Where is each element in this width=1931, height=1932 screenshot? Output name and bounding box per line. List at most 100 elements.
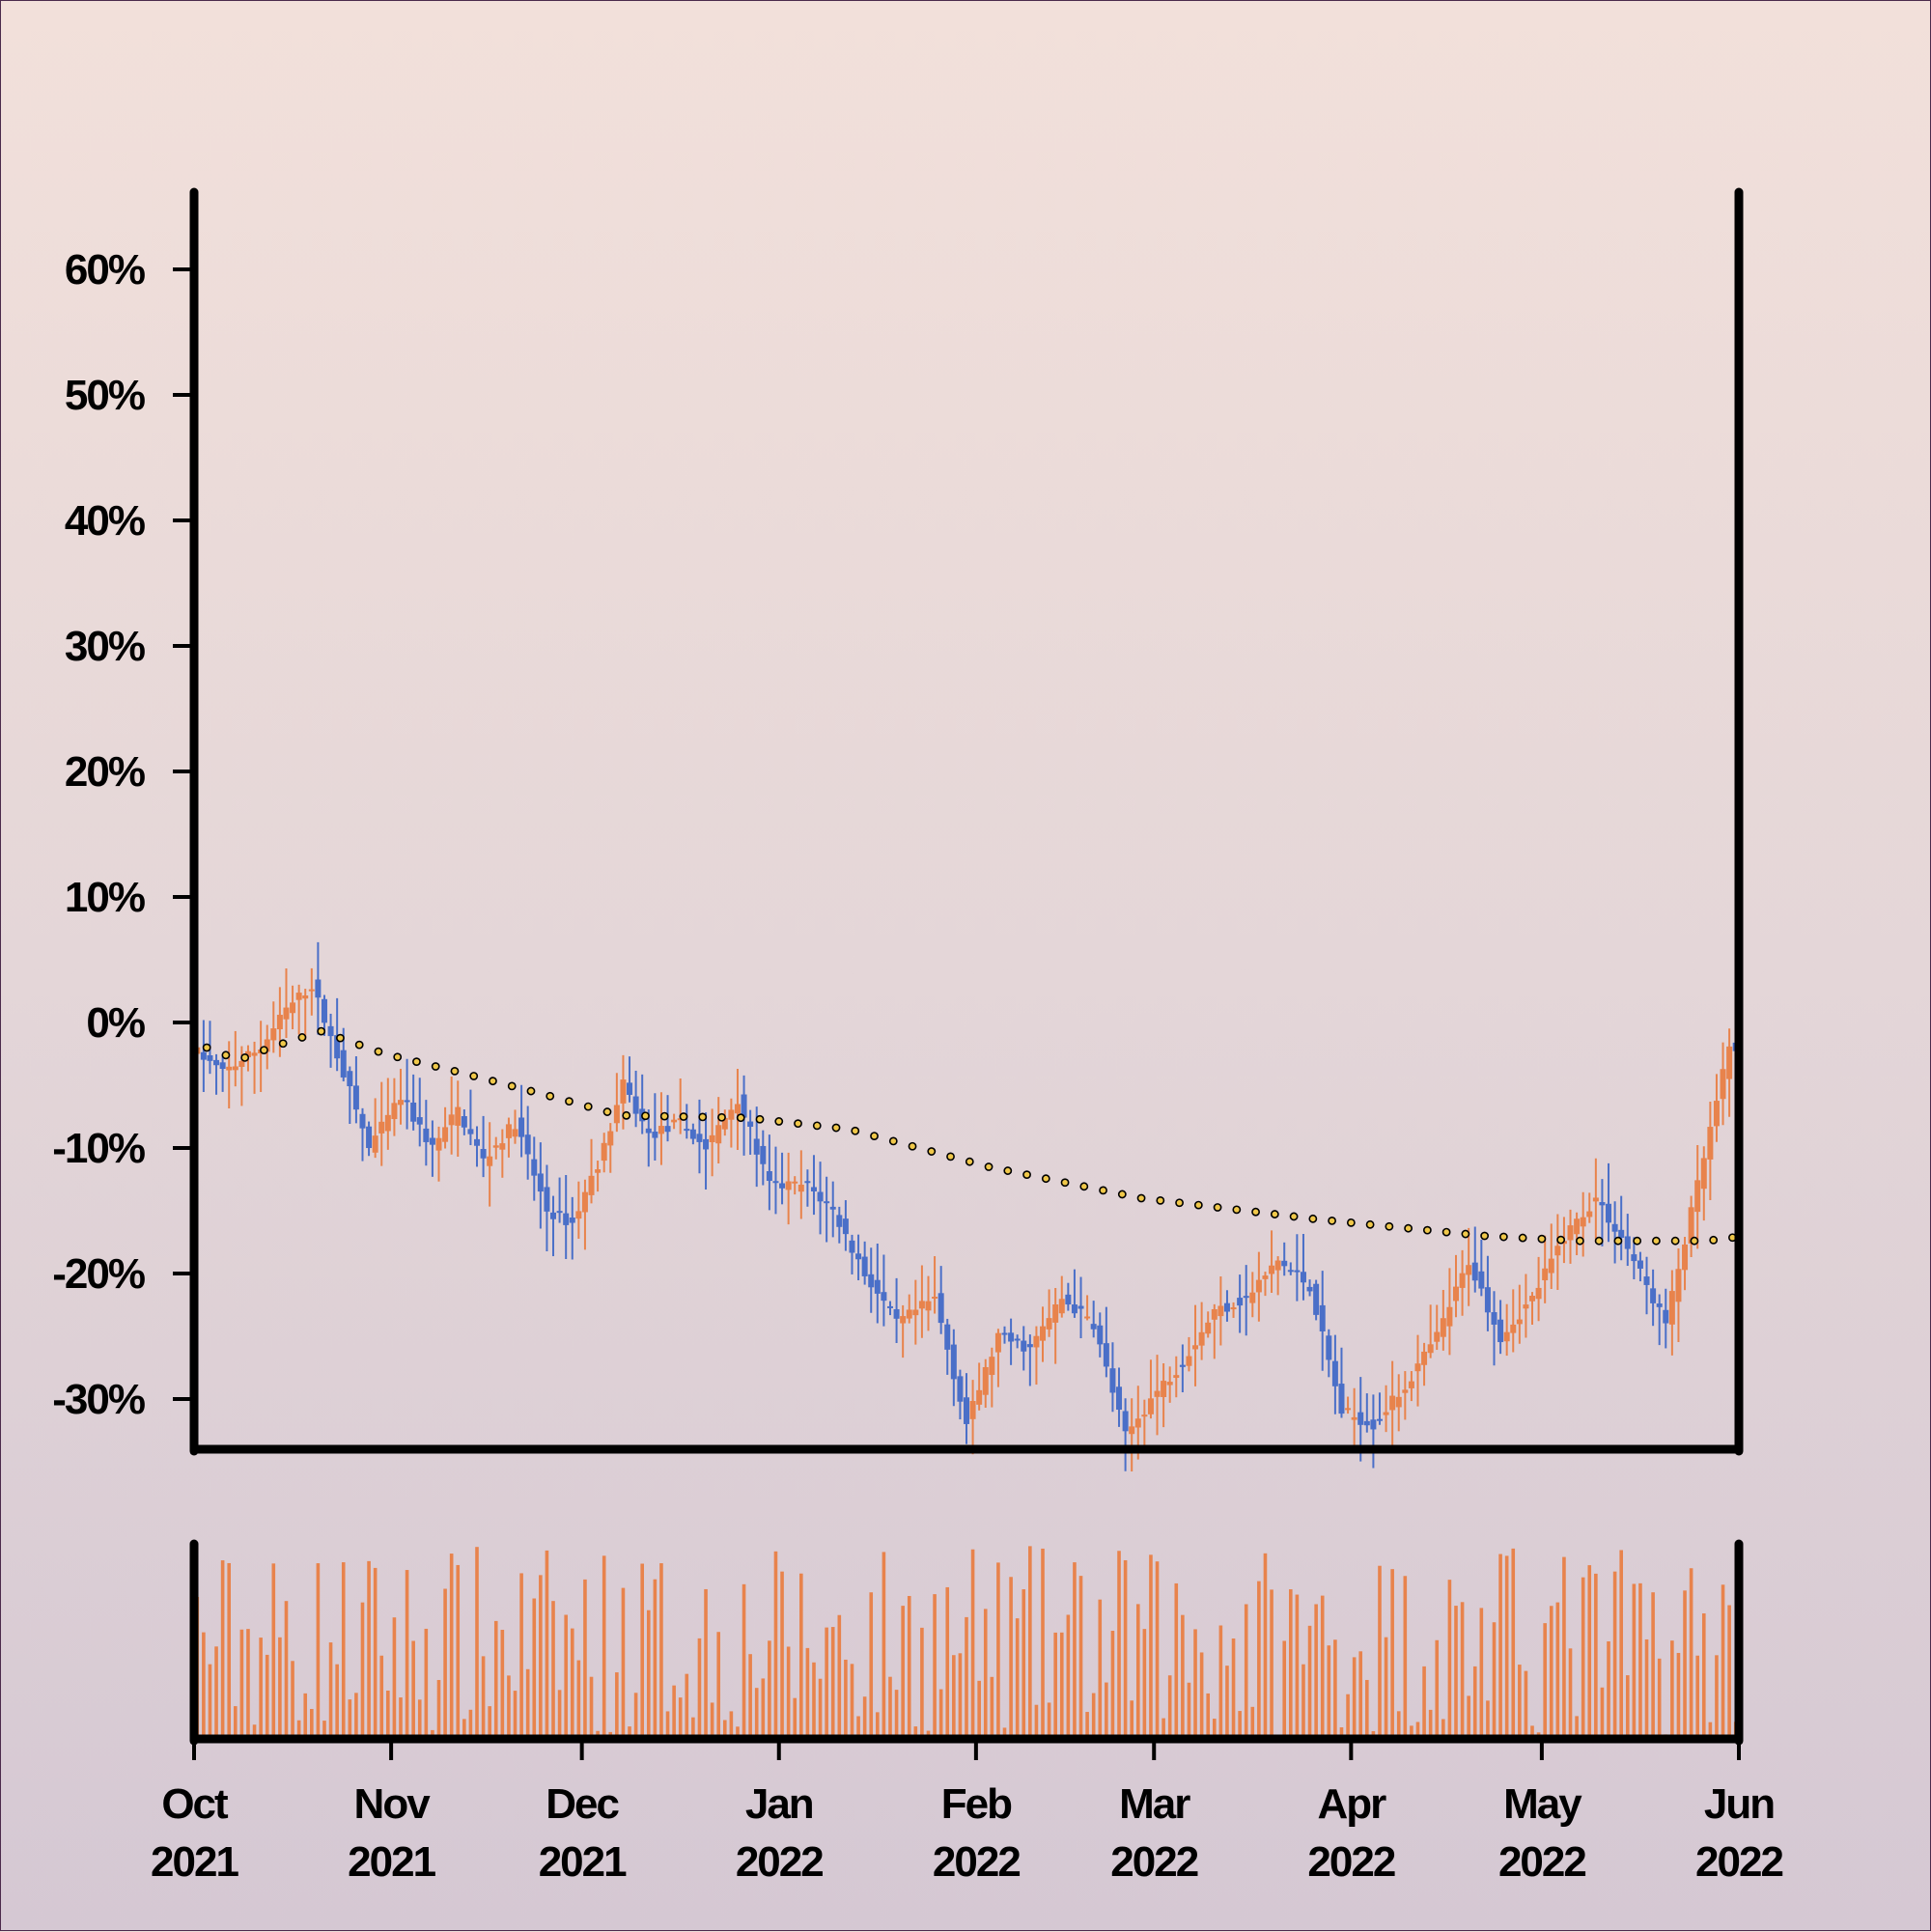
volume-bar (1472, 1666, 1477, 1739)
candle-body (1624, 1236, 1631, 1249)
candle-body (283, 1007, 290, 1020)
trend-point (1518, 1233, 1527, 1243)
candle-body (1173, 1375, 1180, 1379)
volume-bar (1587, 1565, 1592, 1739)
candle-body (595, 1169, 602, 1173)
volume-bar (1314, 1604, 1318, 1739)
candle-body (442, 1127, 449, 1142)
candle-body (1516, 1319, 1523, 1325)
candle-body (270, 1028, 277, 1041)
candle-body (232, 1066, 238, 1071)
volume-bar (1390, 1569, 1394, 1739)
candle-body (1402, 1389, 1409, 1393)
volume-bar (1555, 1602, 1560, 1739)
x-tick-label-year: 2022 (736, 1838, 823, 1886)
candle-body (563, 1213, 570, 1225)
volume-bar (411, 1640, 415, 1739)
candle-body (932, 1297, 938, 1300)
volume-bar (1518, 1665, 1522, 1739)
candle-body (601, 1142, 607, 1162)
candle-body (1134, 1418, 1141, 1428)
volume-bar (1085, 1712, 1089, 1739)
volume-bar (1105, 1682, 1108, 1739)
volume-bar (952, 1655, 956, 1739)
volume-bar (399, 1697, 403, 1739)
volume-bar (1435, 1639, 1440, 1739)
trend-point (1232, 1205, 1242, 1215)
volume-bar (417, 1699, 422, 1739)
candle-body (1014, 1338, 1021, 1341)
candle-body (1141, 1414, 1148, 1417)
candle-body (308, 989, 315, 992)
candle-body (1077, 1305, 1084, 1309)
volume-bar (252, 1724, 257, 1739)
candle-body (760, 1145, 767, 1164)
trend-point (1060, 1178, 1070, 1188)
candle-body (1058, 1299, 1065, 1314)
candle-body (1211, 1308, 1217, 1320)
candle-body (1408, 1381, 1414, 1388)
volume-bar (1358, 1651, 1363, 1739)
trend-point (489, 1077, 497, 1086)
candle-body (613, 1105, 620, 1124)
trend-point (679, 1112, 688, 1121)
candle-body (290, 1002, 296, 1014)
volume-bar (722, 1720, 727, 1739)
volume-bar (1117, 1551, 1121, 1739)
volume-bar (640, 1563, 644, 1739)
candle-body (1523, 1304, 1529, 1309)
trend-point (317, 1026, 326, 1036)
candle-body (1192, 1345, 1199, 1350)
candle-body (531, 1159, 538, 1176)
candle-body (632, 1096, 639, 1114)
candle-body (1682, 1244, 1689, 1271)
volume-bar (691, 1717, 695, 1739)
candle-body (1471, 1262, 1478, 1281)
trend-point (1556, 1235, 1566, 1245)
volume-bar (1619, 1550, 1623, 1739)
candle-body (861, 1256, 868, 1276)
candle-body (1147, 1398, 1154, 1414)
volume-bar (328, 1642, 333, 1739)
volume-bar (913, 1726, 918, 1739)
candle-body (1129, 1426, 1135, 1435)
volume-bar (1657, 1658, 1662, 1739)
trend-point (984, 1162, 993, 1171)
candle-body (944, 1324, 951, 1350)
candle-body (588, 1175, 595, 1195)
x-axis-ticks: Oct 2021 Nov 2021 Dec 2021 Jan 2022 Feb 2022 Mar 20… (151, 1741, 1784, 1886)
trend-point (831, 1123, 841, 1133)
volume-bar (1078, 1576, 1083, 1739)
x-tick-label-year: 2022 (933, 1838, 1020, 1886)
candle-body (1331, 1360, 1338, 1386)
volume-bar (1467, 1695, 1470, 1739)
trend-point (1193, 1200, 1203, 1210)
candle-body (1065, 1294, 1072, 1305)
trend-point (659, 1111, 669, 1121)
volume-bar (736, 1726, 740, 1739)
trend-line-series (202, 1026, 1737, 1246)
candle-body (1026, 1344, 1033, 1348)
candle-body (1452, 1286, 1459, 1302)
candle-body (1650, 1288, 1657, 1303)
candle-body (1395, 1396, 1402, 1408)
volume-bar (1638, 1582, 1642, 1739)
candle-body (347, 1071, 353, 1087)
candle-body (244, 1050, 251, 1058)
candle-body (1586, 1211, 1593, 1218)
volume-bar (1460, 1602, 1465, 1739)
volume-bar (1492, 1622, 1497, 1739)
candle-body (1021, 1340, 1027, 1352)
candle-body (1599, 1202, 1606, 1206)
volume-bar (545, 1550, 549, 1739)
trend-point (1422, 1225, 1432, 1235)
candle-body (893, 1308, 900, 1319)
volume-bar (583, 1579, 587, 1739)
trend-point (927, 1147, 937, 1156)
candle-body (448, 1114, 455, 1126)
candle-body (404, 1100, 410, 1103)
volume-bar (1612, 1571, 1617, 1739)
volume-bar (1415, 1722, 1420, 1739)
candle-body (1008, 1332, 1015, 1342)
candle-body (1663, 1309, 1669, 1324)
